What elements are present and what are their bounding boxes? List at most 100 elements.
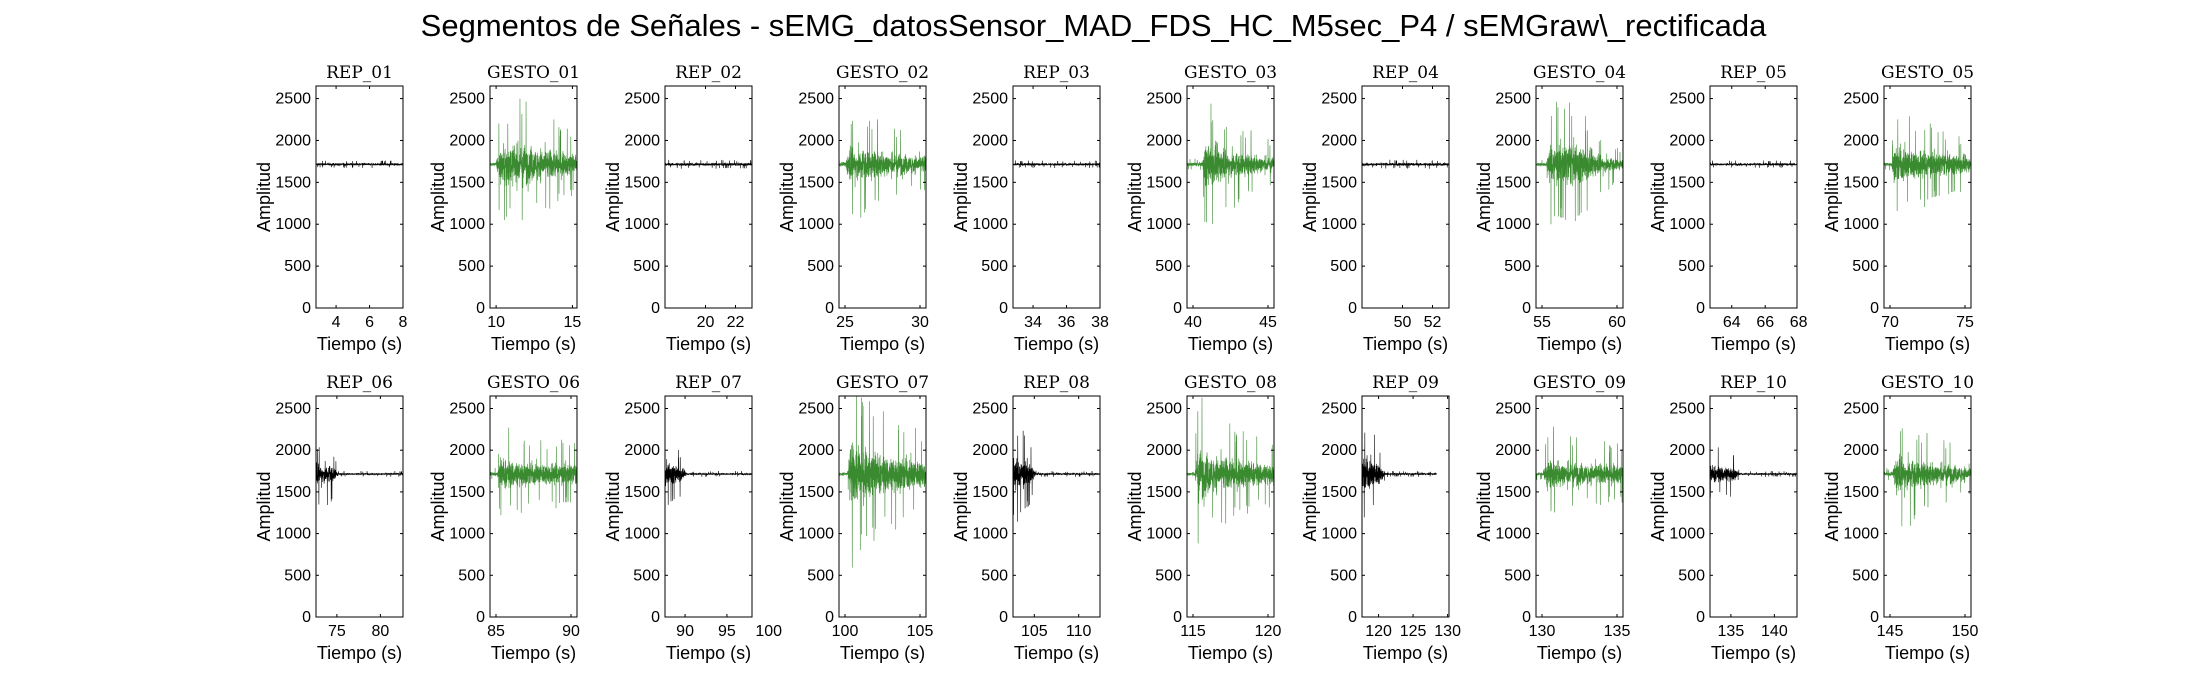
signal-trace-rep (1362, 432, 1437, 518)
x-tick-label: 135 (1604, 623, 1631, 640)
x-tick-label: 10 (487, 314, 505, 331)
y-tick-label: 0 (651, 300, 660, 317)
y-tick-label: 2500 (624, 91, 660, 108)
y-tick-label: 2000 (1321, 442, 1357, 459)
panel-gesto-09: GESTO_09 0 500 1000 1500 2000 2500 130 135 Tiempo… (1474, 373, 1630, 663)
x-tick-label: 36 (1058, 314, 1076, 331)
axes-box (1709, 395, 1798, 618)
x-tick-label: 90 (676, 623, 694, 640)
panel-title: REP_10 (1720, 373, 1787, 393)
y-tick-label: 2500 (1669, 91, 1705, 108)
y-tick-label: 2500 (1321, 401, 1357, 418)
signal-trace-gesto (839, 396, 926, 568)
y-axis-label: Amplitud (1648, 471, 1668, 541)
x-tick-label: 120 (1255, 623, 1282, 640)
y-tick-label: 2500 (1843, 401, 1879, 418)
x-axis-label: Tiempo (s) (491, 334, 576, 354)
y-tick-label: 0 (1696, 609, 1705, 626)
y-tick-label: 0 (999, 609, 1008, 626)
axes-box (1709, 85, 1798, 309)
x-axis-label: Tiempo (s) (1537, 643, 1622, 663)
x-tick-label: 130 (1434, 623, 1461, 640)
y-tick-label: 2000 (798, 442, 834, 459)
signal-trace-gesto (1884, 428, 1971, 527)
x-tick-label: 75 (328, 623, 346, 640)
y-axis-label: Amplitud (603, 471, 623, 541)
y-tick-label: 1500 (1146, 484, 1182, 501)
panel-title: REP_03 (1023, 63, 1090, 83)
x-axis-label: Tiempo (s) (317, 643, 402, 663)
y-tick-label: 2000 (1495, 132, 1531, 149)
signal-trace-gesto (1884, 116, 1971, 212)
panel-rep-04: REP_04 0 500 1000 1500 2000 2500 50 52 Tiempo (s)… (1300, 63, 1450, 354)
x-tick-label: 15 (564, 314, 582, 331)
y-axis-label: Amplitud (428, 471, 448, 541)
y-tick-label: 1500 (449, 484, 485, 501)
y-tick-label: 2000 (1669, 442, 1705, 459)
x-tick-label: 22 (727, 314, 745, 331)
axes-box (489, 85, 578, 309)
axes-box (664, 395, 753, 618)
x-axis-label: Tiempo (s) (491, 643, 576, 663)
y-tick-label: 1500 (972, 484, 1008, 501)
signal-trace-gesto (1187, 103, 1274, 225)
y-tick-label: 1000 (275, 526, 311, 543)
y-tick-label: 2500 (798, 91, 834, 108)
panel-rep-09: REP_09 0 500 1000 1500 2000 2500 120 125 130 Tiemp… (1300, 373, 1461, 663)
axes-box (315, 395, 404, 618)
y-tick-label: 0 (302, 300, 311, 317)
y-axis-label: Amplitud (254, 471, 274, 541)
x-tick-label: 45 (1259, 314, 1277, 331)
y-tick-label: 500 (1330, 567, 1357, 584)
signal-trace-rep (316, 447, 403, 506)
y-tick-label: 0 (476, 300, 485, 317)
signal-trace-gesto (490, 98, 577, 221)
panel-title: REP_04 (1372, 63, 1439, 83)
y-tick-label: 500 (284, 258, 311, 275)
x-tick-label: 85 (487, 623, 505, 640)
y-tick-label: 500 (633, 567, 660, 584)
y-tick-label: 1500 (1321, 174, 1357, 191)
panel-title: GESTO_05 (1881, 63, 1974, 83)
y-tick-label: 0 (651, 609, 660, 626)
y-tick-label: 2500 (1146, 401, 1182, 418)
panel-rep-06: REP_06 0 500 1000 1500 2000 2500 75 80 Tiempo (s)… (254, 373, 404, 663)
y-tick-label: 0 (1522, 300, 1531, 317)
y-tick-label: 2000 (449, 132, 485, 149)
axes-box (1883, 395, 1972, 618)
x-tick-label: 64 (1723, 314, 1741, 331)
y-tick-label: 0 (1870, 300, 1879, 317)
y-tick-label: 500 (807, 258, 834, 275)
x-axis-label: Tiempo (s) (1711, 643, 1796, 663)
y-tick-label: 2000 (275, 442, 311, 459)
signal-trace-rep (665, 159, 752, 169)
y-tick-label: 0 (302, 609, 311, 626)
y-tick-label: 2000 (275, 132, 311, 149)
y-tick-label: 1500 (1669, 484, 1705, 501)
axes-box (1186, 85, 1275, 309)
y-tick-label: 2500 (624, 401, 660, 418)
x-tick-label: 38 (1091, 314, 1109, 331)
y-tick-label: 0 (1870, 609, 1879, 626)
y-tick-label: 500 (807, 567, 834, 584)
panel-title: REP_05 (1720, 63, 1787, 83)
x-tick-label: 145 (1877, 623, 1904, 640)
signal-trace-gesto (1187, 397, 1274, 544)
y-tick-label: 1000 (1495, 216, 1531, 233)
panel-gesto-03: GESTO_03 0 500 1000 1500 2000 2500 40 45 Tiempo (… (1125, 63, 1277, 354)
x-axis-label: Tiempo (s) (840, 334, 925, 354)
axes-box (1883, 85, 1972, 309)
y-axis-label: Amplitud (1300, 162, 1320, 232)
axes-box (1186, 395, 1275, 618)
panel-gesto-10: GESTO_10 0 500 1000 1500 2000 2500 145 150 Tiempo… (1822, 373, 1978, 663)
y-tick-label: 2000 (1669, 132, 1705, 149)
y-tick-label: 0 (1522, 609, 1531, 626)
panel-title: GESTO_02 (836, 63, 929, 83)
y-tick-label: 500 (1678, 567, 1705, 584)
y-tick-label: 1000 (1146, 216, 1182, 233)
panel-title: REP_06 (326, 373, 393, 393)
x-tick-label: 20 (697, 314, 715, 331)
y-tick-label: 1500 (1495, 484, 1531, 501)
axes-box (1361, 395, 1450, 618)
y-tick-label: 1500 (1321, 484, 1357, 501)
